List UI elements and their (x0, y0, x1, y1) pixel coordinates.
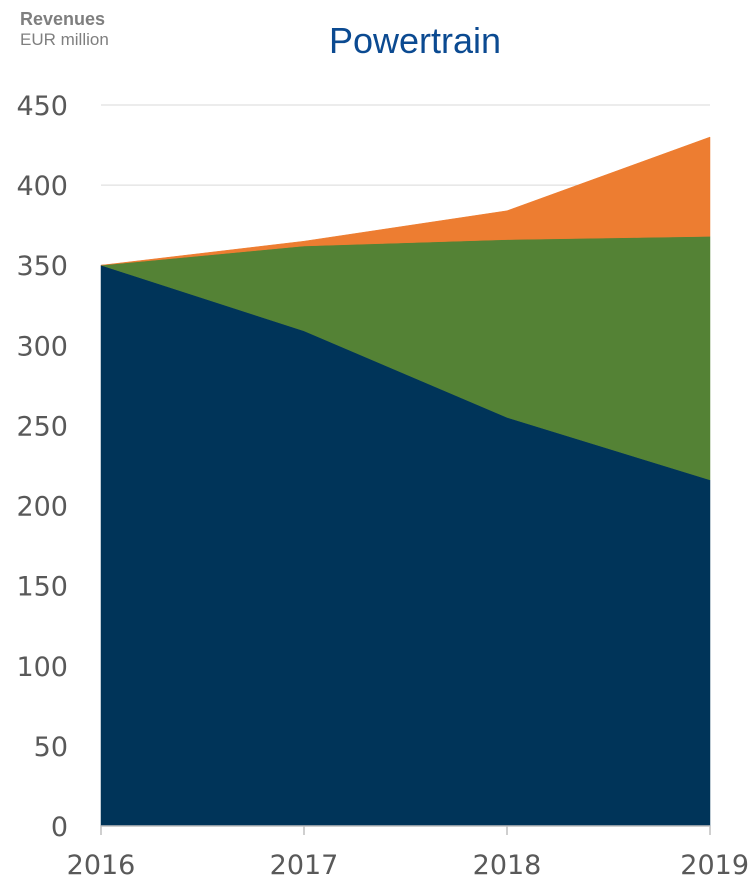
y-axis-unit: EUR million (20, 30, 109, 49)
y-tick-label: 0 (51, 812, 68, 843)
x-tick-labels: 2016 2017 2018 2019 (67, 850, 749, 881)
y-tick-label: 150 (16, 572, 68, 603)
x-tick-label: 2017 (270, 850, 339, 881)
y-tick-labels: 0 50 100 150 200 250 300 350 400 450 (16, 91, 68, 843)
x-tick-label: 2019 (680, 850, 749, 881)
x-axis (100, 825, 711, 835)
y-tick-label: 300 (16, 331, 68, 362)
series-area-3 (100, 136, 711, 266)
y-tick-label: 200 (16, 492, 68, 523)
y-tick-label: 450 (16, 91, 68, 122)
x-tick-label: 2016 (67, 850, 136, 881)
y-tick-label: 250 (16, 411, 68, 442)
x-tick-label: 2018 (473, 850, 542, 881)
y-tick-label: 100 (16, 652, 68, 683)
y-tick-label: 350 (16, 251, 68, 282)
y-axis-label-block: Revenues EUR million (20, 8, 180, 50)
chart-title: Powertrain (328, 20, 502, 61)
y-tick-label: 400 (16, 171, 68, 202)
y-tick-label: 50 (34, 732, 68, 763)
y-axis-label: Revenues (20, 9, 106, 29)
series-areas (100, 136, 711, 827)
